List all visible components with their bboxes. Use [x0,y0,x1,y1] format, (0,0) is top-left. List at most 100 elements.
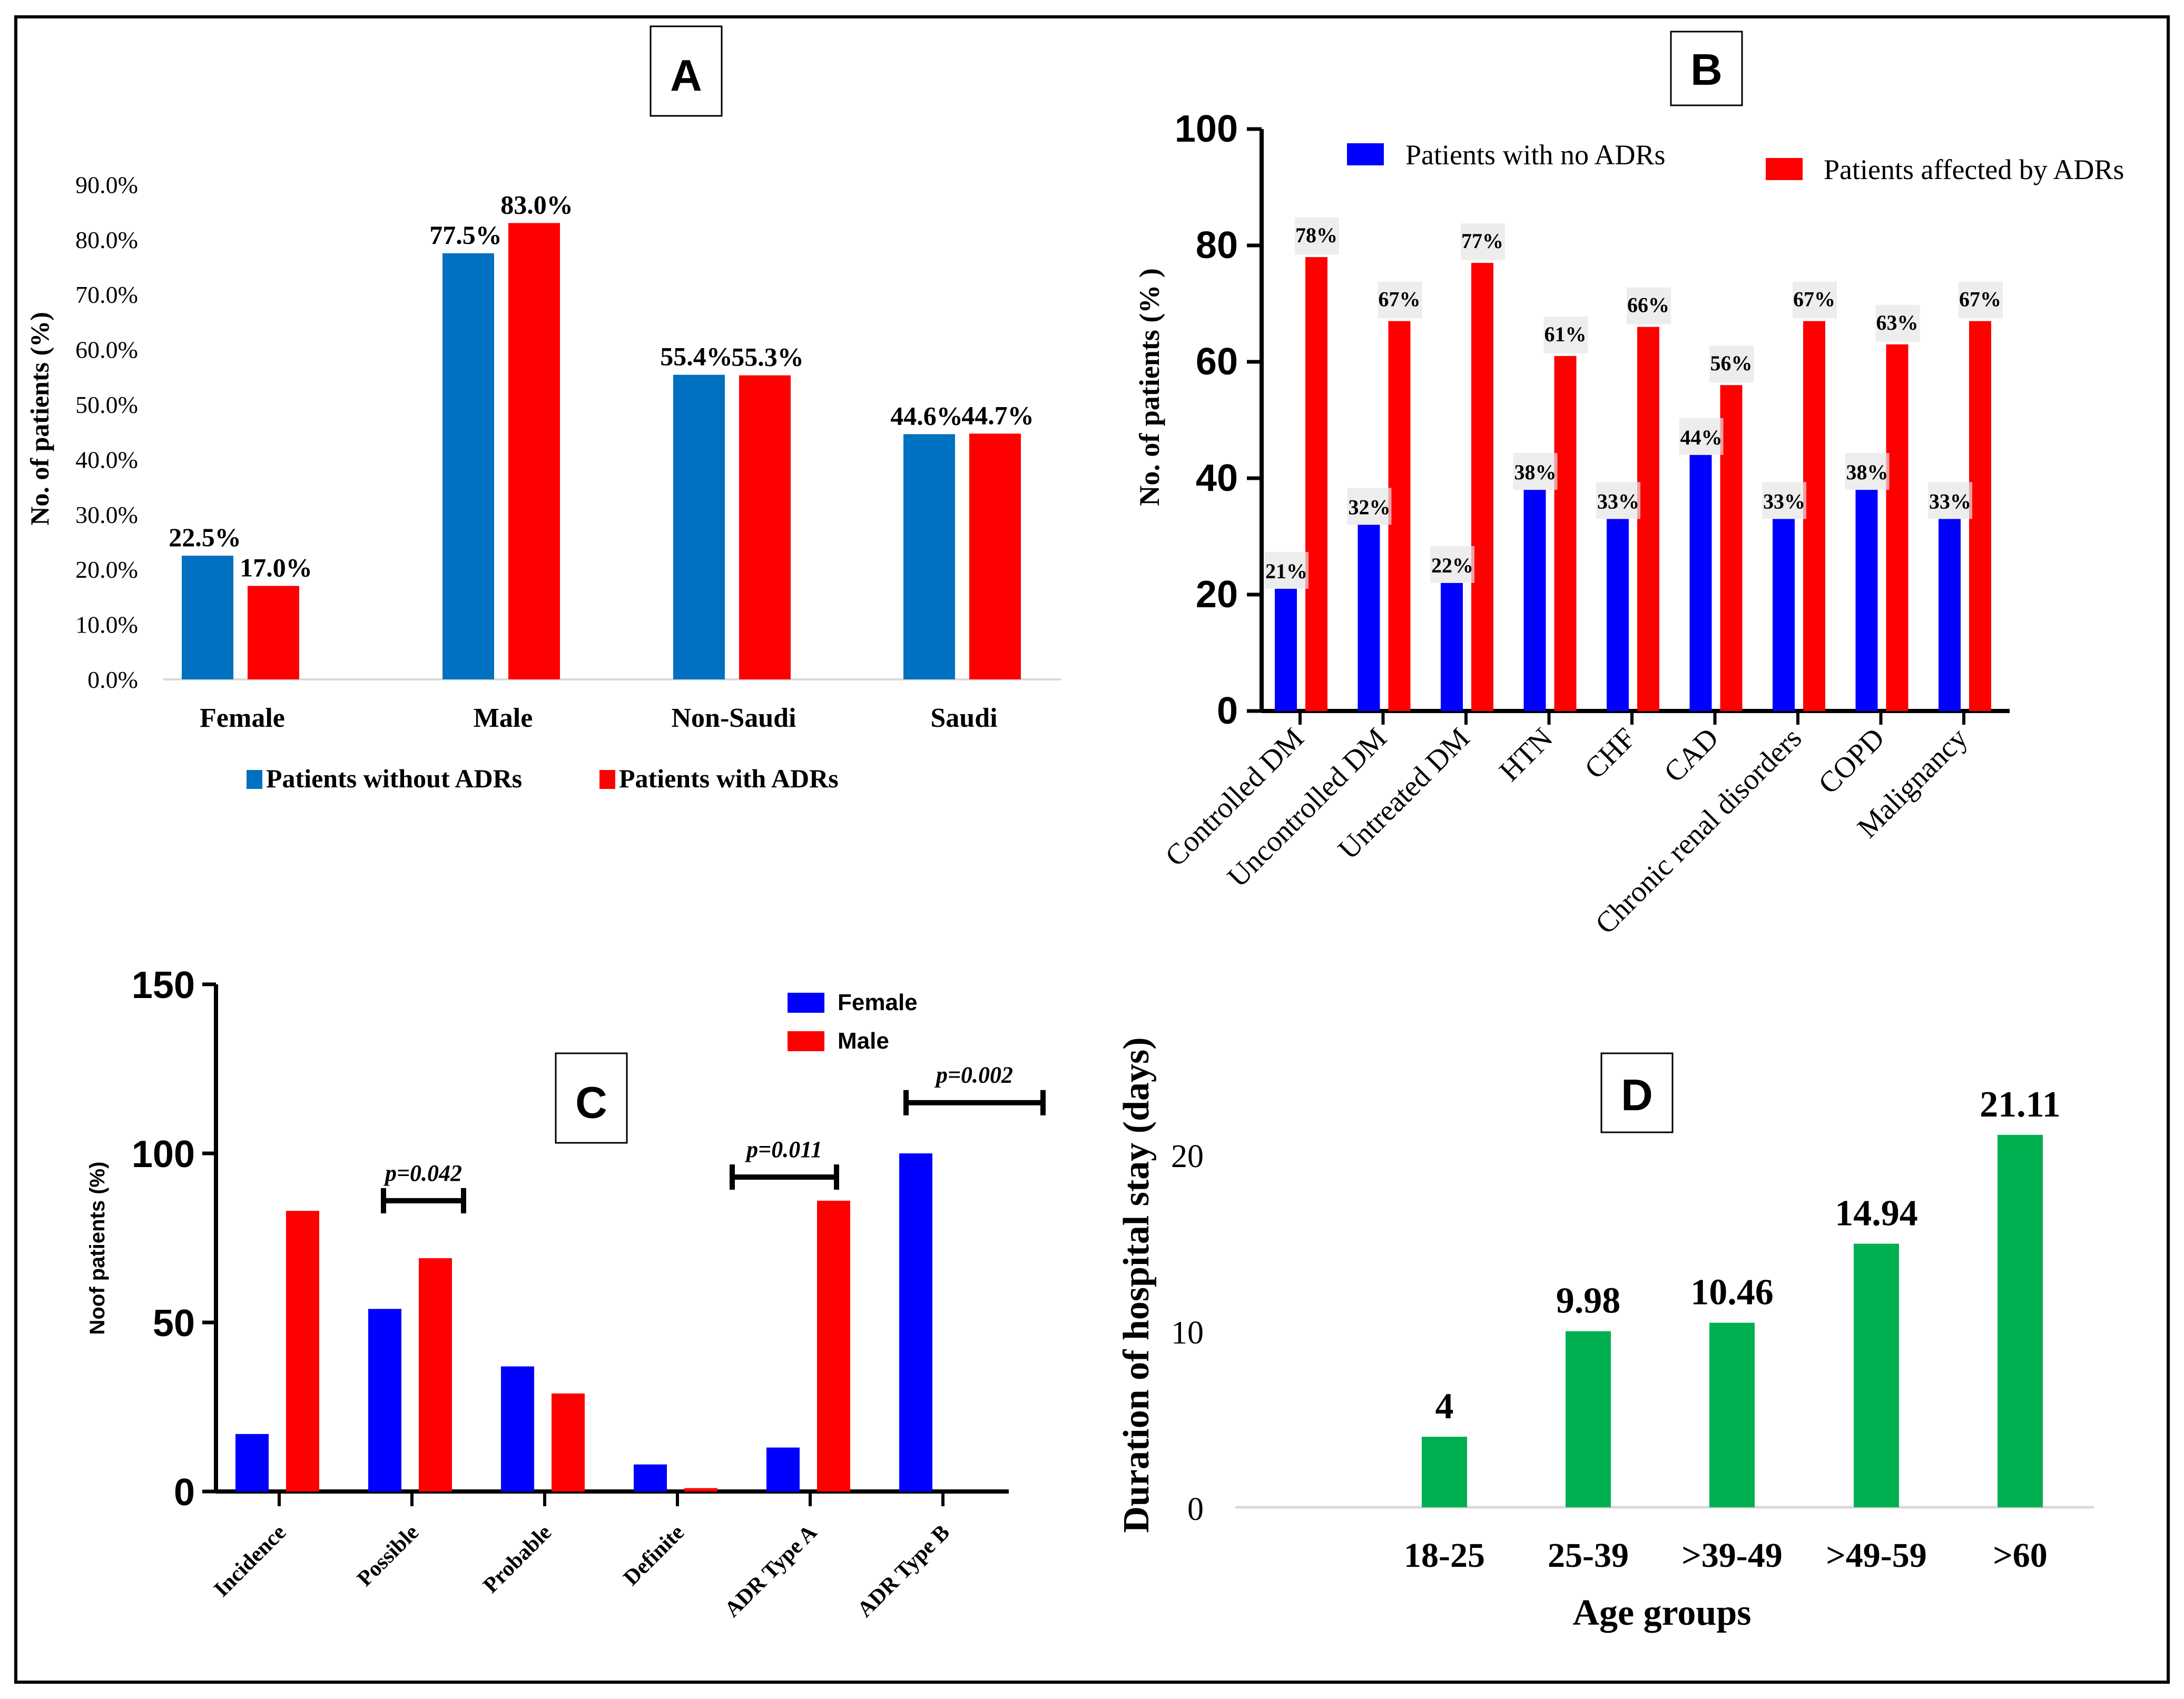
bar [1471,263,1493,711]
legend-swatch [247,770,262,789]
legend-swatch [1347,143,1384,165]
label-highlight [1461,223,1505,261]
x-tick-label: 25-39 [1548,1536,1629,1575]
bar [1939,519,1961,711]
bar [969,433,1021,679]
p-value-label: p=0.042 [383,1160,462,1186]
panel-a: A 0.0% 10.0% 20.0% 30.0% 40.0% 50.0% 60.0% 70.0%… [25,25,1061,793]
label-highlight [1627,287,1671,324]
bar [1854,1243,1899,1507]
legend-swatch [599,770,615,789]
bar [684,1488,717,1491]
data-label: 55.3% [731,342,804,372]
bar [1773,519,1795,711]
x-tick-label: >39-49 [1681,1536,1783,1575]
data-label: 17.0% [240,553,312,582]
data-label: 21.11 [1980,1084,2061,1125]
x-tick-label: Male [474,703,533,733]
bar [182,556,233,679]
bar [1886,344,1908,711]
label-highlight [1793,281,1837,319]
bar [1689,455,1712,711]
y-tick-label: 20.0% [75,556,138,583]
data-label: 21% [1265,559,1307,583]
y-tick-label: 40.0% [75,446,138,473]
legend-swatch [788,1031,824,1051]
bar [508,223,560,680]
data-label: 44% [1680,426,1723,449]
bar [1607,519,1629,711]
panel-a-label: A [670,51,702,100]
figure-border [14,15,2170,1684]
legend-label: Patients without ADRs [266,764,522,793]
data-label: 44.7% [961,400,1034,430]
y-tick-label: 100 [132,1133,195,1176]
bar [368,1309,401,1491]
data-label: 66% [1627,293,1669,317]
bar [817,1200,850,1491]
y-tick-label: 10 [1171,1315,1204,1351]
panel-b-label: B [1690,45,1723,94]
bar [442,253,494,679]
data-label: 4 [1435,1386,1454,1427]
bar [1388,321,1411,711]
label-highlight [1762,482,1806,519]
panel-d: D 0 10 20 Duration of hospital stay (days) Ag… [1116,1037,2094,1633]
label-highlight [1845,453,1890,490]
y-tick-label: 70.0% [75,281,138,308]
data-label: 38% [1846,460,1888,484]
bar [1998,1134,2043,1507]
y-tick-label: 30.0% [75,501,138,528]
y-tick-label: 10.0% [75,611,138,638]
label-highlight [1875,304,1920,342]
label-highlight [1347,488,1392,525]
p-value-label: p=0.011 [744,1137,822,1162]
y-tick-label: 60.0% [75,337,138,363]
bar [1969,321,1991,711]
label-highlight [1928,482,1972,519]
data-label: 22.5% [169,522,241,552]
y-tick-label: 20 [1171,1139,1204,1174]
bar [1441,582,1463,711]
legend-swatch [1766,158,1803,180]
bar [1554,355,1577,711]
x-tick-label: 18-25 [1404,1536,1485,1575]
data-label: 10.46 [1690,1272,1774,1313]
y-tick-label: 0 [1187,1491,1204,1527]
x-tick-label: >49-59 [1826,1536,1927,1575]
data-label: 83.0% [500,190,573,219]
p-value-label: p=0.002 [934,1062,1013,1088]
data-label: 61% [1544,322,1587,346]
legend-label: Patients with no ADRs [1405,139,1666,171]
panel-d-label: D [1621,1070,1653,1120]
bar [1637,327,1659,711]
label-highlight [1709,345,1754,383]
bar [673,374,725,679]
data-label: 63% [1876,311,1919,334]
x-tick-label: Saudi [930,703,997,733]
bar [1305,257,1327,712]
bar [739,375,791,679]
panel-a-label-box [650,25,723,117]
label-highlight [1679,418,1724,455]
y-axis-title: Noof patients (%) [86,1162,109,1335]
label-highlight [1295,218,1339,255]
data-label: 9.98 [1556,1281,1621,1321]
panel-d-label-box [1600,1052,1674,1133]
y-tick-label: 0 [1217,690,1238,732]
label-highlight [1430,546,1474,583]
x-axis-title: Age groups [1572,1593,1751,1633]
bar [899,1153,932,1491]
bar [1709,1322,1755,1507]
bar [248,586,299,679]
y-tick-label: 40 [1196,457,1238,499]
data-label: 67% [1379,288,1421,311]
y-tick-label: 0 [174,1471,195,1514]
bar [634,1464,667,1491]
bar [1803,321,1825,711]
x-tick-label: >60 [1993,1536,2048,1575]
bar [766,1447,800,1491]
bar [903,434,955,679]
data-label: 67% [1959,288,2001,311]
